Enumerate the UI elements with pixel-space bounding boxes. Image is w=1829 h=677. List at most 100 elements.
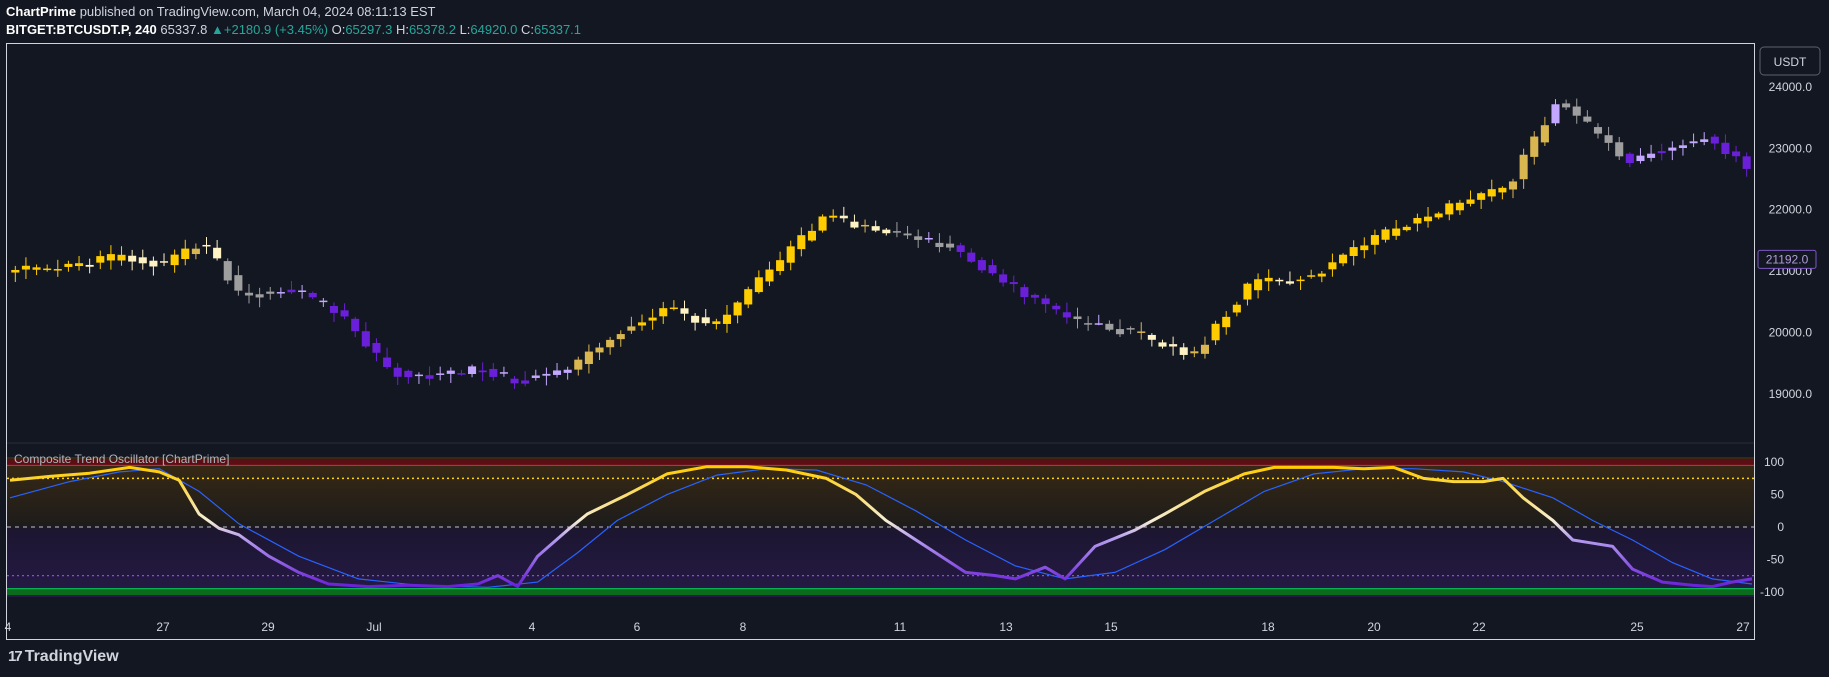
candle (892, 222, 901, 238)
candle-body (1732, 151, 1741, 157)
candle-body (1062, 312, 1071, 318)
candle (53, 259, 62, 277)
candle-body (1211, 323, 1220, 341)
candle-body (1530, 136, 1539, 157)
candle-body (1169, 344, 1178, 347)
candle-body (680, 308, 689, 314)
candle (552, 363, 562, 378)
candle-body (988, 265, 997, 274)
candle (946, 235, 955, 252)
candle (1710, 134, 1719, 150)
candle (1222, 311, 1231, 335)
candle (1455, 199, 1464, 215)
candle-body (669, 307, 678, 310)
candle-body (691, 315, 700, 323)
candle (606, 336, 615, 355)
oscillator-tick-label: -50 (1767, 552, 1785, 566)
candle-body (181, 248, 190, 260)
candle-body (1222, 316, 1231, 328)
candle (287, 281, 296, 295)
candle (1030, 293, 1040, 304)
oscillator-title[interactable]: Composite Trend Oscillator [ChartPrime] (14, 452, 229, 466)
candle (754, 270, 763, 294)
candle (329, 302, 339, 323)
candle (1498, 186, 1507, 200)
candle (1073, 307, 1082, 329)
candle-body (191, 248, 200, 255)
candle-body (1179, 347, 1188, 355)
candle-body (1423, 216, 1433, 222)
candle (319, 297, 328, 307)
time-tick-label: 20 (1367, 620, 1381, 634)
candle (871, 220, 880, 233)
candle-body (1349, 247, 1358, 257)
currency-badge[interactable]: USDT (1759, 46, 1821, 76)
candle-body (935, 242, 944, 248)
candle (818, 214, 827, 233)
candle-body (1030, 294, 1040, 298)
candle (1360, 237, 1369, 259)
candle-body (244, 292, 254, 296)
candle (1742, 152, 1751, 177)
price-pane[interactable] (11, 98, 1751, 389)
candle (1041, 294, 1050, 313)
candle (1020, 284, 1029, 305)
candle (1572, 98, 1581, 124)
candle (1678, 139, 1687, 156)
candle-body (414, 374, 423, 377)
candle-body (1434, 213, 1443, 218)
candle-body (956, 245, 965, 252)
candle-body (446, 370, 455, 374)
candle-body (924, 237, 933, 240)
candle (244, 284, 254, 304)
candle (1551, 99, 1560, 126)
candle (1105, 320, 1114, 332)
time-axis[interactable]: 4 27 29 Jul 4 6 8 11 13 15 18 20 22 25 27 (5, 620, 1750, 634)
candle-body (1625, 153, 1634, 164)
candle (298, 285, 307, 299)
candle-body (850, 221, 859, 228)
candle (510, 376, 519, 389)
candle-body (733, 302, 742, 316)
price-badge-value: 21192.0 (1766, 252, 1809, 266)
candle (1700, 132, 1709, 146)
candle (181, 239, 190, 266)
candle (446, 367, 455, 383)
candle-body (64, 263, 73, 267)
tradingview-logo[interactable]: 17 TradingView (8, 648, 119, 666)
candle (276, 287, 285, 299)
price-tick-label: 24000.0 (1769, 80, 1813, 94)
symbol-label[interactable]: BITGET:BTCUSDT.P, 240 (6, 22, 157, 37)
last-price-badge: 21192.0 (1757, 249, 1817, 269)
candle (191, 243, 200, 260)
candle (128, 249, 137, 271)
oscillator-axis[interactable]: 100 50 0 -50 -100 (1760, 455, 1784, 599)
candle (1137, 322, 1146, 340)
author-name[interactable]: ChartPrime (6, 4, 77, 19)
candle-body (1147, 334, 1156, 340)
candle-body (393, 367, 402, 377)
candle (531, 369, 540, 381)
candle-body (117, 254, 126, 261)
candle (202, 237, 211, 254)
candle-body (712, 321, 721, 325)
currency-label: USDT (1774, 55, 1807, 69)
candle-body (457, 373, 466, 375)
candle (1370, 229, 1379, 255)
candle (691, 313, 700, 331)
candle (680, 300, 689, 321)
candle (383, 347, 392, 369)
candle (499, 366, 508, 377)
candle (43, 264, 52, 272)
time-tick-label: 8 (740, 620, 747, 634)
candle-body (223, 261, 232, 281)
price-axis[interactable]: 24000.023000.022000.021000.020000.019000… (1769, 80, 1813, 401)
candle (977, 257, 986, 273)
candle (1285, 271, 1294, 286)
oscillator-pane[interactable] (7, 457, 1754, 597)
candle-body (1445, 203, 1454, 215)
candle (1402, 224, 1411, 232)
candle (1732, 145, 1741, 163)
candle-body (584, 351, 593, 365)
